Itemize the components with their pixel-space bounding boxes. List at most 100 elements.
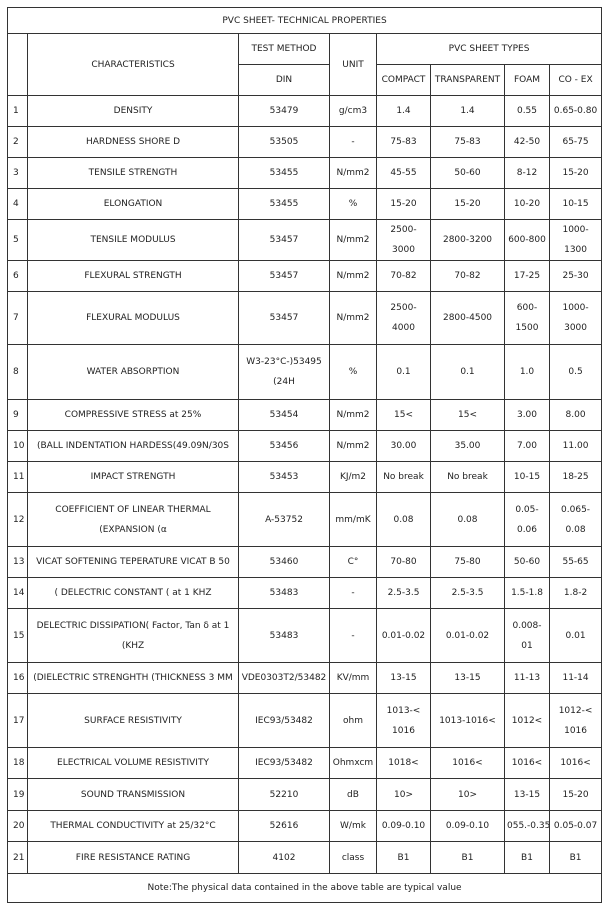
row-number: 10 [7,430,28,462]
foam-value: 0.008-01 [504,608,550,663]
unit: Ohmxcm [329,747,377,779]
test-method: 52210 [238,778,330,811]
test-method: IEC93/53482 [238,693,330,748]
unit: N/mm2 [329,219,377,261]
coex-value: 1.8-2 [548,577,603,609]
test-method: 53455 [238,188,330,220]
characteristic: FLEXURAL STRENGTH [27,260,239,292]
foam-value: 11-13 [504,662,550,694]
coex-value: 11.00 [548,430,603,462]
row-number: 3 [7,157,28,189]
unit: - [329,577,377,609]
unit: C° [329,546,377,578]
characteristic: SURFACE RESISTIVITY [27,693,239,748]
test-method: 53483 [238,577,330,609]
compact-value: 70-80 [376,546,431,578]
characteristic: THERMAL CONDUCTIVITY at 25/32°C [27,810,239,842]
foam-value: 8-12 [504,157,550,189]
unit: ohm [329,693,377,748]
compact-value: No break [376,461,431,493]
coex-value: 25-30 [548,260,603,292]
coex-value: B1 [548,841,603,874]
unit: W/mk [329,810,377,842]
characteristic: ( DELECTRIC CONSTANT ( at 1 KHZ [27,577,239,609]
unit: % [329,344,377,400]
header-test-method: TEST METHOD [238,33,330,65]
compact-value: 0.01-0.02 [376,608,431,663]
coex-value: 1000-1300 [548,219,603,261]
row-number: 19 [7,778,28,811]
coex-value: 65-75 [548,126,603,158]
table-row: 19 SOUND TRANSMISSION 52210 dB 10> 10> 13-15 15… [7,778,603,811]
transparent-value: 0.09-0.10 [430,810,505,842]
compact-value: 2.5-3.5 [376,577,431,609]
coex-value: 0.065-0.08 [548,492,603,547]
table-note: Note:The physical data contained in the … [6,873,603,903]
foam-value: 0.55 [504,95,550,127]
header-foam: FOAM [504,64,550,96]
row-number: 12 [7,492,28,547]
characteristic: COEFFICIENT OF LINEAR THERMAL (EXPANSION… [27,492,239,547]
table-row: 2 HARDNESS SHORE D 53505-75-83 75-83 42-50 65… [7,126,603,158]
transparent-value: 0.08 [430,492,505,547]
transparent-value: 0.1 [430,344,505,400]
characteristic: TENSILE MODULUS [27,219,239,261]
compact-value: 13-15 [376,662,431,694]
unit: class [329,841,377,874]
table-row: 5 TENSILE MODULUS 53457 N/mm2 2500-3000 2800-… [7,219,603,261]
row-number: 5 [7,219,28,261]
test-method: 52616 [238,810,330,842]
foam-value: 50-60 [504,546,550,578]
unit: KV/mm [329,662,377,694]
coex-value: 1012-< 1016 [548,693,603,748]
transparent-value: No break [430,461,505,493]
table-row: 14( DELECTRIC CONSTANT ( at 1 KHZ 53483-2… [7,577,603,609]
row-number: 4 [7,188,28,220]
test-method: 53460 [238,546,330,578]
compact-value: 70-82 [376,260,431,292]
table-row: 6 FLEXURAL STRENGTH 53457 N/mm2 70-82 70-82 17… [7,260,603,292]
test-method: 4102 [238,841,330,874]
row-number: 13 [7,546,28,578]
header-din: DIN [238,64,330,96]
compact-value: 0.09-0.10 [376,810,431,842]
compact-value: B1 [376,841,431,874]
characteristic: FIRE RESISTANCE RATING [27,841,239,874]
foam-value: B1 [504,841,550,874]
characteristic: (BALL INDENTATION HARDESS(49.09N/30S [27,430,239,462]
row-number: 1 [7,95,28,127]
characteristic: COMPRESSIVE STRESS at 25% [27,399,239,431]
table-row: 18 ELECTRICAL VOLUME RESISTIVITY IEC93/534… [7,747,603,779]
test-method: VDE0303T2/53482 [238,662,330,694]
unit: N/mm2 [329,260,377,292]
characteristic: IMPACT STRENGTH [27,461,239,493]
table-row: 11 IMPACT STRENGTH 53453 KJ/m2 No break No br… [7,461,603,493]
table-row: 16 (DIELECTRIC STRENGHTH (THICKNESS 3 MM V… [7,662,603,694]
header-transparent: TRANSPARENT [430,64,505,96]
compact-value: 15-20 [376,188,431,220]
characteristic: SOUND TRANSMISSION [27,778,239,811]
characteristic: HARDNESS SHORE D [27,126,239,158]
coex-value: 15-20 [548,778,603,811]
transparent-value: 13-15 [430,662,505,694]
table-row: 17 SURFACE RESISTIVITY IEC93/53482 ohm 1013-… [7,693,603,748]
table-row: 10 (BALL INDENTATION HARDESS(49.09N/30S 53… [7,430,603,462]
row-number: 9 [7,399,28,431]
row-number: 21 [7,841,28,874]
unit: N/mm2 [329,430,377,462]
header-pvc-sheet-types: PVC SHEET TYPES [375,33,603,65]
foam-value: 10-15 [504,461,550,493]
coex-value: 0.65-0.80 [548,95,603,127]
table-row: 7 FLEXURAL MODULUS 53457 N/mm2 2500-4000 2800… [7,291,603,345]
compact-value: 10> [376,778,431,811]
coex-value: 15-20 [548,157,603,189]
test-method: 53457 [238,260,330,292]
compact-value: 1018< [376,747,431,779]
characteristic: FLEXURAL MODULUS [27,291,239,345]
technical-properties-table: PVC SHEET- TECHNICAL PROPERTIES CHARACTE… [6,7,603,903]
foam-value: 3.00 [504,399,550,431]
header-number [7,33,28,96]
compact-value: 2500-4000 [376,291,431,345]
transparent-value: B1 [430,841,505,874]
row-number: 16 [7,662,28,694]
